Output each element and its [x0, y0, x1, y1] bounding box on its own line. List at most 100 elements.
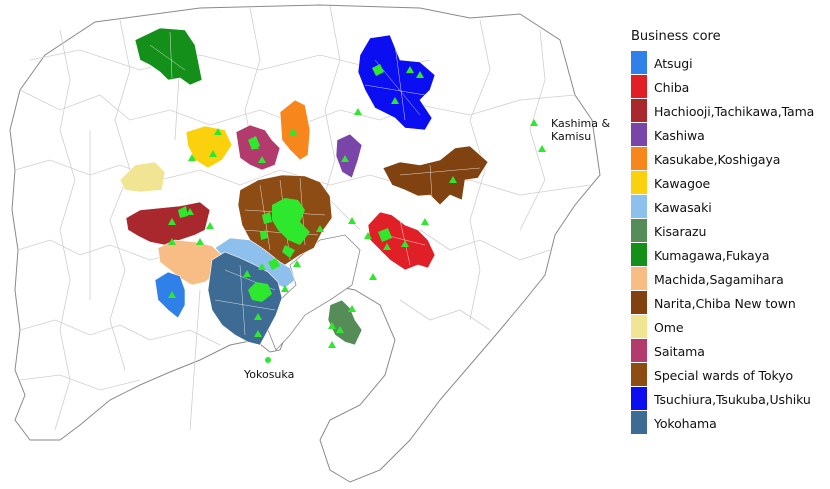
legend-item: Kawasaki — [631, 195, 826, 219]
legend-label: Tsuchiura,Tsukuba,Ushiku — [654, 391, 811, 407]
legend-label: Kisarazu — [654, 223, 707, 239]
legend-item: Kashiwa — [631, 123, 826, 147]
cluster-yokohama — [248, 282, 272, 302]
marker — [214, 128, 222, 135]
legend-swatch — [631, 339, 647, 363]
region-chiba — [367, 211, 436, 271]
region-ome — [119, 161, 166, 193]
marker — [401, 240, 409, 247]
legend-label: Chiba — [654, 79, 690, 95]
cluster-hachioji — [178, 206, 188, 218]
legend-swatch — [631, 75, 647, 99]
region-kawagoe — [185, 125, 233, 169]
legend-label: Machida,Sagamihara — [654, 271, 784, 287]
legend-item: Hachiooji,Tachikawa,Tama — [631, 99, 826, 123]
marker — [416, 71, 424, 78]
marker — [293, 260, 301, 267]
legend-item: Kisarazu — [631, 219, 826, 243]
legend-item: Kumagawa,Fukaya — [631, 243, 826, 267]
legend-swatch — [631, 363, 647, 387]
legend-item: Yokohama — [631, 411, 826, 435]
legend-item: Kawagoe — [631, 171, 826, 195]
marker — [168, 218, 176, 225]
label-yokosuka: Yokosuka — [244, 368, 295, 381]
marker — [364, 232, 372, 239]
legend-item: Tsuchiura,Tsukuba,Ushiku — [631, 387, 826, 411]
marker — [354, 108, 362, 115]
region-kumagawa-fukaya — [134, 27, 203, 86]
marker — [206, 222, 214, 229]
marker — [243, 270, 251, 277]
marker — [188, 154, 196, 161]
legend: Business core Atsugi Chiba Hachiooji,Tachi… — [631, 29, 826, 435]
legend-item: Kasukabe,Koshigaya — [631, 147, 826, 171]
marker — [336, 326, 344, 333]
marker — [168, 291, 176, 298]
legend-swatch — [631, 51, 647, 75]
marker — [406, 66, 414, 73]
business-core-regions — [119, 27, 489, 346]
marker — [281, 285, 289, 292]
legend-label: Kashiwa — [654, 127, 705, 143]
legend-swatch — [631, 387, 647, 411]
marker — [168, 238, 176, 245]
legend-swatch — [631, 123, 647, 147]
business-center-markers — [168, 66, 546, 348]
legend-label: Narita,Chiba New town — [654, 295, 796, 311]
legend-label: Kawasaki — [654, 199, 712, 215]
legend-label: Ome — [654, 319, 684, 335]
cluster-tokyo-center — [272, 198, 310, 258]
marker — [383, 243, 391, 250]
marker — [538, 145, 546, 152]
legend-label: Kasukabe,Koshigaya — [654, 151, 781, 167]
legend-swatch — [631, 195, 647, 219]
marker — [258, 263, 266, 270]
legend-item: Ome — [631, 315, 826, 339]
legend-item: Saitama — [631, 339, 826, 363]
legend-swatch — [631, 411, 647, 435]
legend-label: Special wards of Tokyo — [654, 367, 794, 383]
marker — [341, 155, 349, 162]
legend-swatch — [631, 219, 647, 243]
legend-items: Atsugi Chiba Hachiooji,Tachikawa,Tama Kashi… — [631, 51, 826, 435]
legend-swatch — [631, 291, 647, 315]
legend-label: Saitama — [654, 343, 705, 359]
region-kasukabe-koshigaya — [279, 99, 311, 161]
marker — [369, 273, 377, 280]
cluster-kawasaki — [268, 258, 280, 270]
region-tsuchiura-tsukuba-ushiku — [357, 34, 436, 131]
region-yokohama — [207, 251, 283, 346]
cluster-chiba — [378, 228, 392, 242]
marker — [289, 128, 297, 135]
region-kashiwa — [335, 133, 363, 179]
legend-label: Yokohama — [654, 415, 717, 431]
legend-swatch — [631, 243, 647, 267]
marker — [209, 150, 217, 157]
marker-clusters — [178, 64, 392, 363]
legend-label: Atsugi — [654, 55, 693, 71]
marker — [316, 225, 324, 232]
region-narita-chiba-new-town — [382, 145, 489, 206]
legend-swatch — [631, 99, 647, 123]
legend-item: Narita,Chiba New town — [631, 291, 826, 315]
marker — [421, 218, 429, 225]
marker — [258, 156, 266, 163]
marker — [196, 238, 204, 245]
marker — [328, 341, 336, 348]
marker — [348, 305, 356, 312]
cluster-tokyo-west — [260, 212, 272, 240]
marker — [328, 322, 336, 329]
legend-title: Business core — [631, 29, 721, 44]
region-kisarazu — [327, 299, 363, 346]
marker — [348, 217, 356, 224]
cluster-saitama — [248, 136, 260, 150]
legend-swatch — [631, 267, 647, 291]
legend-swatch — [631, 171, 647, 195]
marker — [254, 330, 262, 337]
marker — [449, 176, 457, 183]
marker — [186, 208, 194, 215]
label-kashima-line2: Kamisu — [551, 130, 592, 143]
marker — [530, 119, 538, 126]
legend-swatch — [631, 315, 647, 339]
